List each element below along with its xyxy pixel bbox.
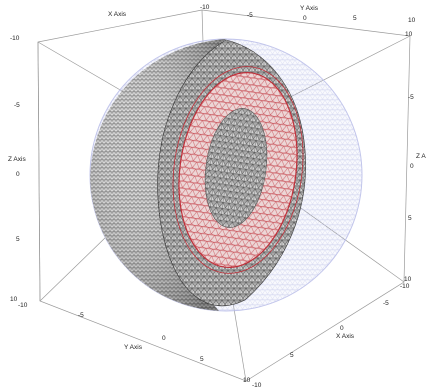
tick: 10 [10,296,18,303]
tick: -10 [10,35,20,42]
tick: -5 [383,300,389,307]
tick: 0 [410,163,414,170]
tick: 5 [408,215,412,222]
tick: 5 [16,236,20,243]
tick: 0 [162,335,166,342]
tick: 0 [16,171,20,178]
z-axis-label-right: Z A [416,153,426,160]
y-axis-label-top: Y Axis [300,5,319,12]
z-axis-label-left: Z Axis [8,156,26,163]
tick: -10 [18,302,28,309]
inner-core-mesh [204,108,268,228]
tick: 10 [243,377,251,384]
tick: 10 [408,17,416,24]
tick: -5 [14,102,20,109]
tick: 10 [404,276,412,283]
tick: 5 [200,356,204,363]
tick: -5 [247,12,253,19]
tick: 5 [290,352,294,359]
x-axis-label-right: X Axis [336,333,355,340]
tick: 10 [405,31,413,38]
tick: 0 [340,325,344,332]
x-axis-label-top: X Axis [108,11,127,18]
y-axis-label-bottom: Y Axis [124,344,143,351]
tick: -5 [78,312,84,319]
tick: 5 [353,15,357,22]
tick: -10 [400,283,410,290]
tick: 0 [303,15,307,22]
tick: -10 [200,4,210,11]
tick: -5 [408,94,414,101]
tick: -10 [252,382,262,389]
